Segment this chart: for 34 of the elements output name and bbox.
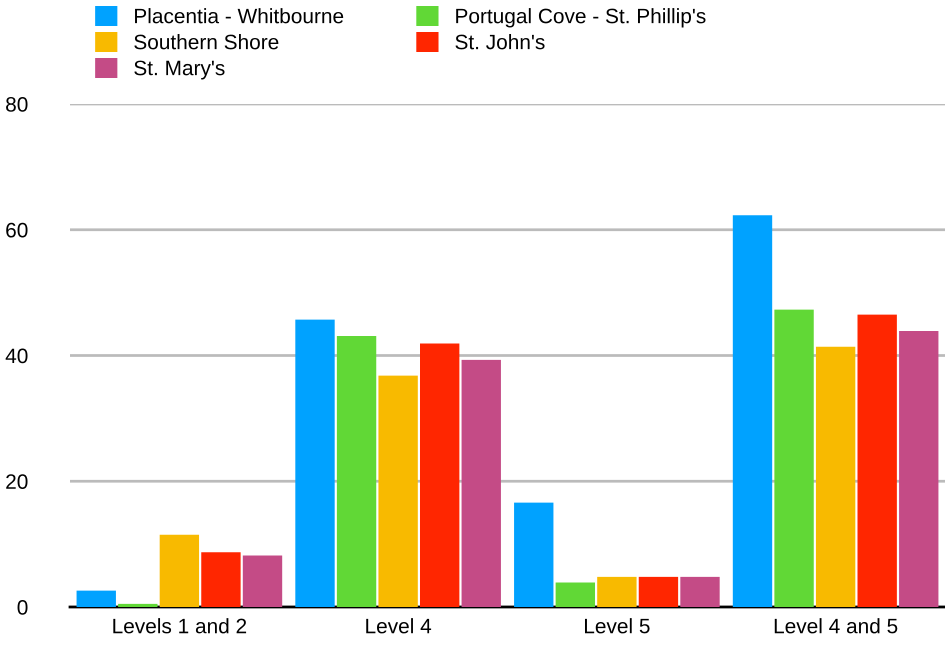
bar (295, 320, 335, 607)
legend-label: St. Mary's (134, 60, 225, 80)
bar (858, 314, 897, 607)
x-tick-label: Level 4 (366, 618, 432, 634)
bar (76, 590, 116, 607)
x-tick-label: Level 4 and 5 (774, 618, 898, 634)
bar (514, 502, 554, 607)
bar (462, 360, 501, 607)
y-tick-label: 60 (6, 222, 28, 238)
y-tick-label: 20 (6, 474, 28, 490)
bar (160, 534, 200, 607)
x-tick-label: Level 5 (584, 618, 650, 634)
bar (774, 310, 814, 607)
x-tick-label: Levels 1 and 2 (113, 618, 246, 634)
bar (336, 336, 376, 607)
y-tick-label: 40 (6, 348, 28, 364)
bar (680, 576, 720, 607)
legend-label: Portugal Cove - St. Phillip's (456, 8, 706, 28)
legend-label: Southern Shore (134, 34, 278, 50)
y-tick-label: 0 (18, 600, 28, 615)
bar (201, 552, 241, 607)
bar (378, 376, 418, 607)
legend-label: St. John's (455, 34, 545, 50)
bar (597, 576, 637, 607)
bar (816, 346, 856, 607)
bar (556, 582, 595, 607)
bar (638, 576, 678, 607)
y-tick-label: 80 (6, 97, 28, 112)
bar (899, 330, 938, 607)
bar (242, 555, 282, 607)
bar (420, 344, 460, 607)
bar (118, 604, 158, 607)
legend-label: Placentia - Whitbourne (135, 8, 344, 24)
bar (732, 215, 772, 607)
